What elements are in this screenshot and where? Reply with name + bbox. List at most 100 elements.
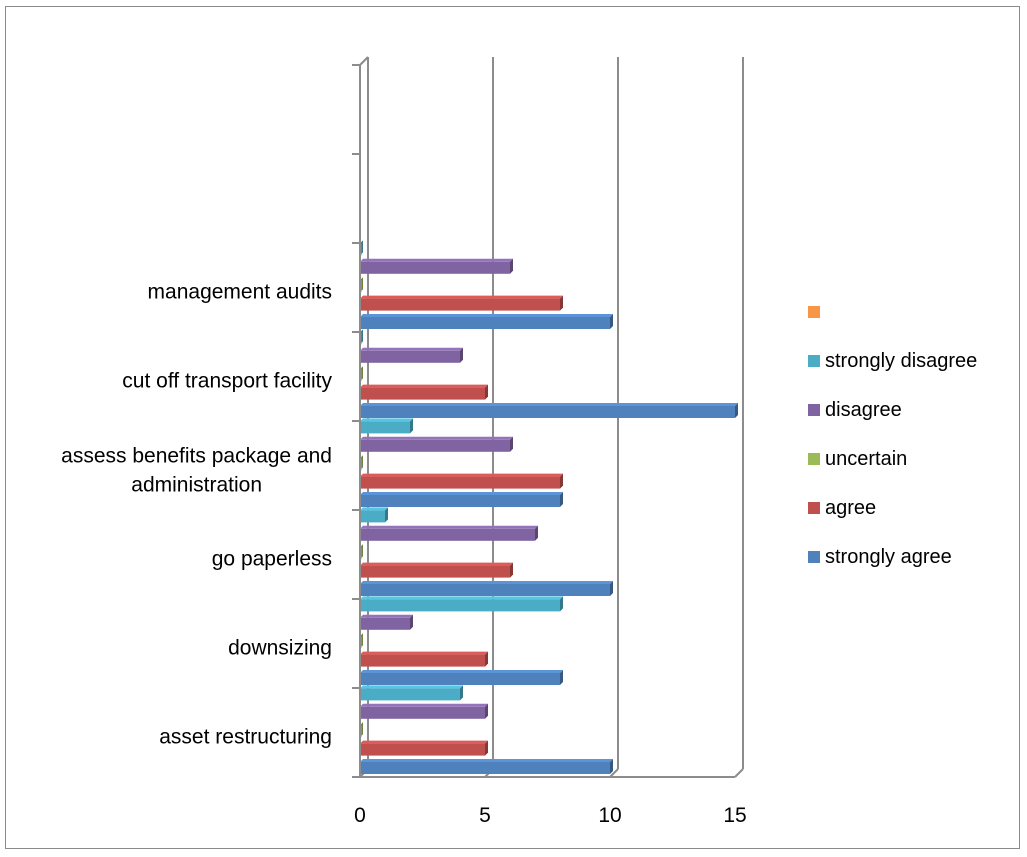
bar-front [360,439,510,452]
bar-front [360,421,410,434]
bar [360,347,463,363]
legend-item: disagree [808,399,902,421]
bar-front [360,317,610,329]
bar [360,507,388,523]
bar-side [410,614,413,630]
bar-top [360,685,463,689]
legend-label: strongly agree [825,546,952,568]
category-label: downsizing [228,637,332,660]
bar [360,384,488,400]
bar-side [385,507,388,523]
bar-side [560,670,563,685]
bar-front [360,673,560,685]
bar-front [360,565,510,578]
category-label: go paperless [212,548,332,571]
bar-side [460,685,463,701]
bar [360,759,613,774]
bar-front [360,584,610,596]
bar [360,314,613,329]
bar-top [360,614,413,618]
legend-item: strongly agree [808,546,952,568]
bar-side [485,384,488,400]
category-label-line: asset restructuring [159,726,332,749]
bar [360,596,563,612]
bar-front [360,476,560,489]
bar-side [410,418,413,434]
bar-top [360,492,563,495]
legend-label: disagree [825,399,902,421]
bar [360,581,613,596]
x-tick-labels: 0 5 10 15 [354,804,747,827]
bar-side [485,740,488,756]
category-label-line: management audits [148,281,332,304]
gridline-floor [734,768,744,778]
bar-top [360,418,413,422]
bar-side [735,403,738,418]
bar-top [360,651,488,655]
bar-side [460,347,463,363]
legend-item [808,306,820,318]
bar-top [360,473,563,477]
legend-item: uncertain [808,448,907,470]
bar-side [510,562,513,578]
bar-series [360,240,738,774]
category-label: cut off transport facility [122,370,332,393]
bar [360,295,563,311]
bar-side [485,703,488,719]
category-label-line: administration [131,474,262,497]
category-label: assess benefits package and administratio… [61,445,332,497]
x-tick-label: 5 [479,804,491,827]
bar-front [360,599,560,612]
bar-top [360,507,388,511]
legend-swatch [808,306,820,318]
category-label: management audits [148,281,332,304]
bar [360,614,413,630]
bar-side [485,651,488,667]
bar-top [360,596,563,600]
x-tick-label: 10 [598,804,621,827]
bar-top [360,670,563,673]
bar [360,403,738,418]
bar-side [535,525,538,541]
bar-front [360,688,460,701]
gridline-floor [609,768,619,778]
bar [360,685,463,701]
bar-top [360,759,613,762]
bar [360,740,488,756]
category-label-line: go paperless [212,548,332,571]
bar [360,436,513,452]
bar-top [360,436,513,440]
bar-top [360,295,563,299]
bar-front [360,706,485,719]
legend-swatch [808,453,820,465]
bar [360,562,513,578]
chart-frame [5,6,1020,849]
bar-top [360,562,513,566]
bar-side [560,596,563,612]
bar-side [610,314,613,329]
bar-front [360,387,485,400]
legend-label: agree [825,497,876,519]
legend-swatch [808,404,820,416]
bar [360,703,488,719]
bar-front [360,528,535,541]
bar-front [360,743,485,756]
legend-label: strongly disagree [825,350,977,372]
bar-front [360,617,410,630]
category-labels: asset restructuring downsizing go paperles… [61,281,332,749]
bar [360,258,513,274]
y-axis-top [359,56,369,66]
legend-swatch [808,502,820,514]
bar-top [360,384,488,388]
bar [360,525,538,541]
axes [352,56,735,778]
bar-side [560,473,563,489]
bar-top [360,314,613,317]
bar-front [360,298,560,311]
bar-top [360,703,488,707]
bar-top [360,347,463,351]
bar-side [610,581,613,596]
legend-item: strongly disagree [808,350,977,372]
legend-swatch [808,551,820,563]
